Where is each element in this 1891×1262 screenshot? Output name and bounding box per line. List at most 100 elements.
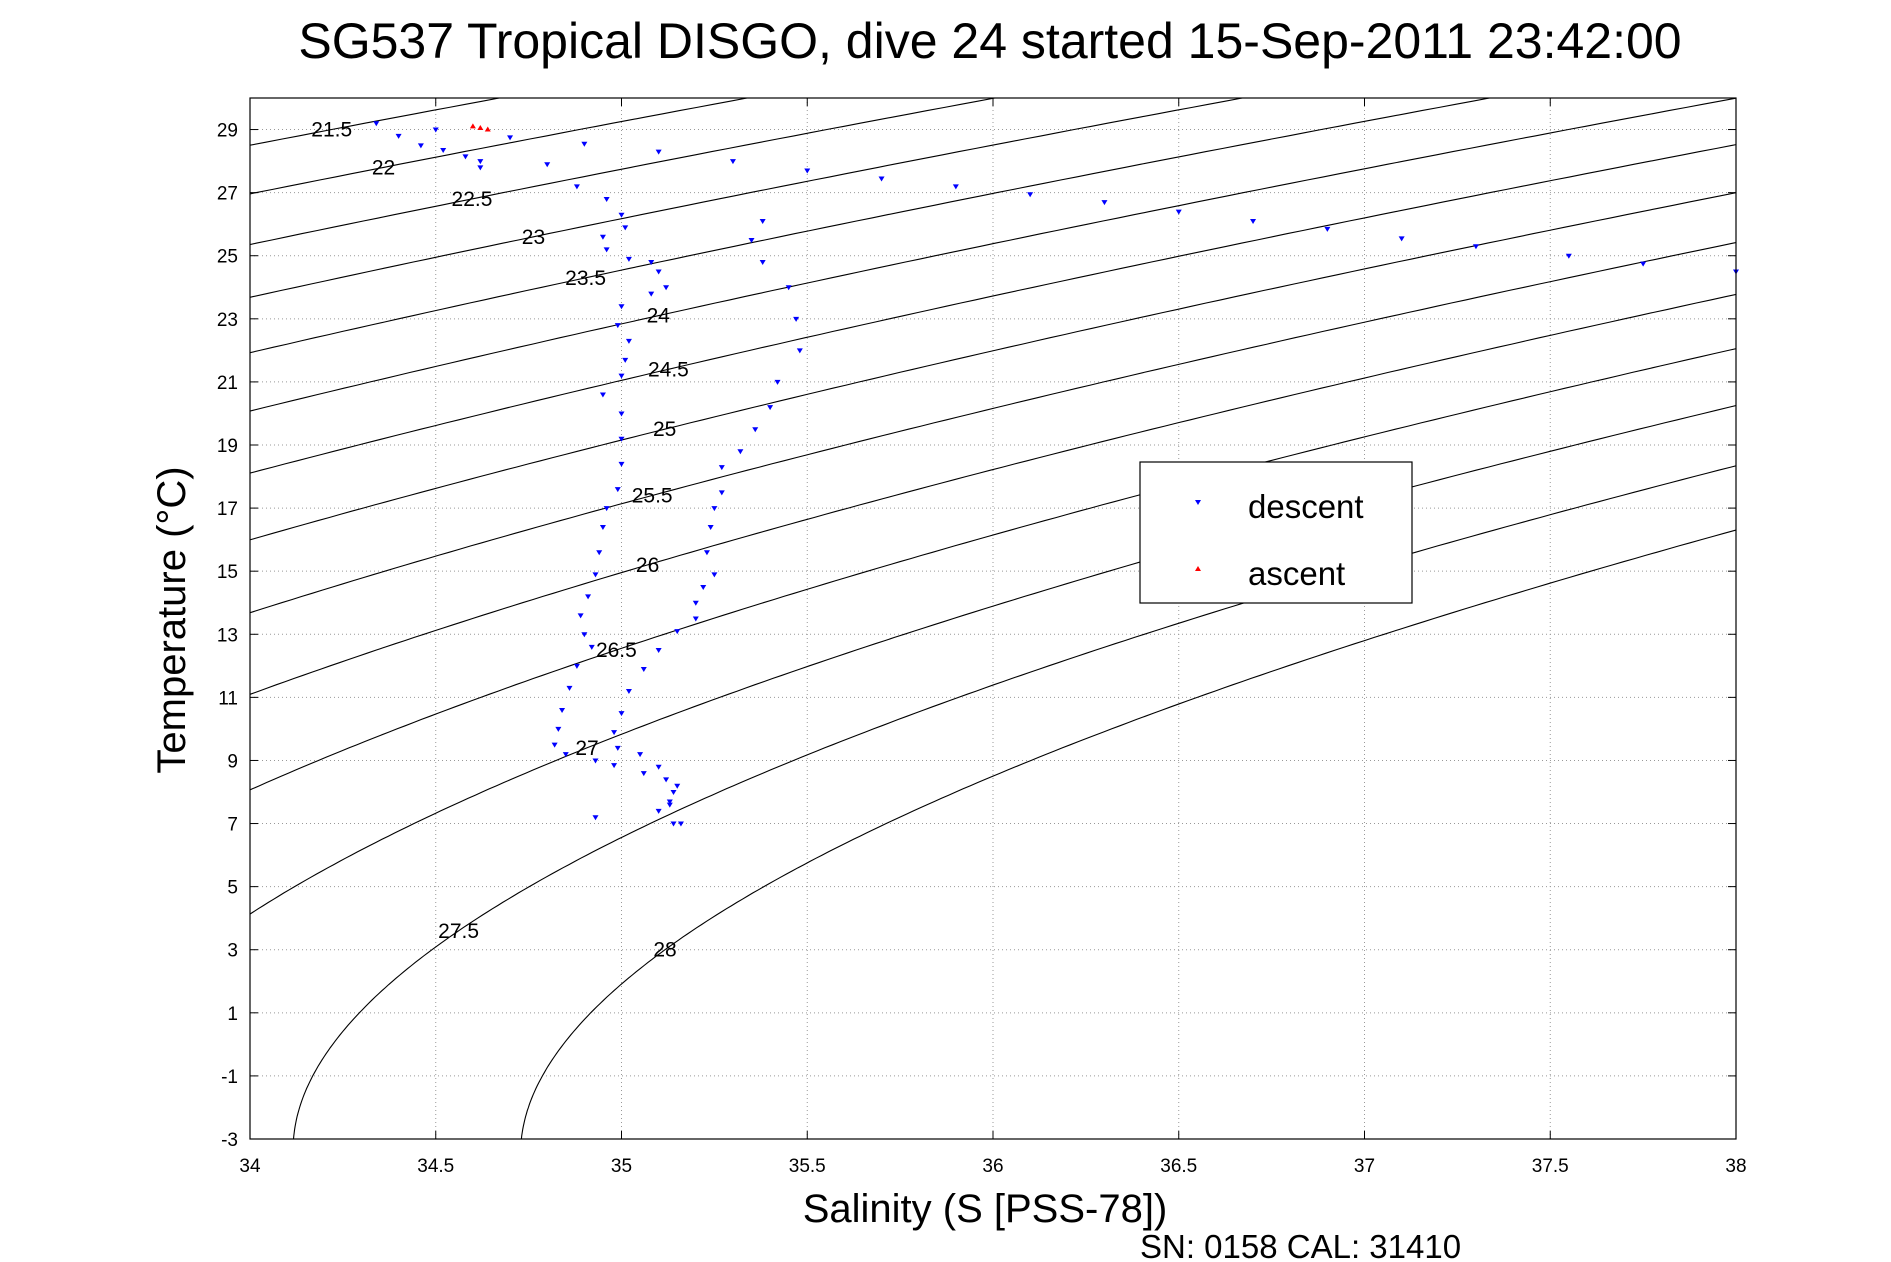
contour-label: 23 xyxy=(522,226,545,249)
descent-point xyxy=(618,711,625,717)
descent-point xyxy=(767,405,774,411)
descent-point xyxy=(477,165,484,171)
x-tick-label: 36 xyxy=(982,1156,1003,1177)
descent-point xyxy=(625,256,632,262)
descent-point xyxy=(1472,244,1479,250)
x-tick-label: 37.5 xyxy=(1532,1156,1569,1177)
y-tick-label: 19 xyxy=(217,436,238,457)
descent-point xyxy=(692,600,699,606)
descent-point xyxy=(373,121,380,127)
y-tick-label: 29 xyxy=(217,121,238,142)
density-contour-line xyxy=(250,98,1490,354)
descent-point xyxy=(637,752,644,758)
descent-point xyxy=(759,219,766,225)
descent-point xyxy=(774,379,781,385)
contour-label: 27 xyxy=(575,737,598,760)
descent-point xyxy=(737,449,744,455)
x-tick-label: 37 xyxy=(1354,1156,1375,1177)
descent-point xyxy=(804,168,811,174)
descent-point xyxy=(692,616,699,622)
descent-point xyxy=(507,135,514,141)
descent-point xyxy=(622,225,629,231)
descent-point xyxy=(1101,200,1108,206)
y-tick-label: 5 xyxy=(227,878,238,899)
descent-point xyxy=(952,184,959,190)
chart-title: SG537 Tropical DISGO, dive 24 started 15… xyxy=(298,13,1681,69)
descent-point xyxy=(614,487,621,493)
density-contour-line xyxy=(250,293,1736,695)
descent-point xyxy=(711,506,718,512)
descent-point xyxy=(618,212,625,218)
descent-point xyxy=(663,777,670,783)
y-tick-label: 7 xyxy=(227,815,238,836)
contour-label: 25 xyxy=(653,418,676,441)
descent-point xyxy=(796,348,803,354)
legend-ascent-marker xyxy=(1195,566,1201,571)
legend-descent-label: descent xyxy=(1248,488,1364,525)
descent-point xyxy=(1324,226,1331,232)
descent-point xyxy=(592,815,599,821)
y-axis-title: Temperature (°C) xyxy=(150,466,194,773)
descent-point xyxy=(573,663,580,669)
descent-point xyxy=(1250,219,1257,225)
contour-label: 23.5 xyxy=(565,267,606,290)
descent-point xyxy=(599,525,606,531)
y-tick-label: 9 xyxy=(227,751,238,772)
descent-point xyxy=(1175,209,1182,215)
descent-point xyxy=(729,159,736,165)
descent-point xyxy=(666,802,673,808)
descent-point xyxy=(581,632,588,638)
density-contour-line xyxy=(250,144,1736,474)
y-tick-label: -1 xyxy=(221,1067,238,1088)
contour-label: 26.5 xyxy=(596,639,637,662)
descent-point xyxy=(588,644,595,650)
descent-point xyxy=(592,758,599,764)
contour-label: 28 xyxy=(653,939,676,962)
descent-point xyxy=(1027,192,1034,198)
descent-point xyxy=(1398,236,1405,242)
descent-point xyxy=(562,752,569,758)
x-tick-label: 34.5 xyxy=(417,1156,454,1177)
descent-point xyxy=(440,148,447,154)
descent-point xyxy=(655,149,662,155)
descent-point xyxy=(599,392,606,398)
density-contours: 21.5 22 22.5 23 23.5 24 24.5 25 25.5 26 26.5 27 27.5… xyxy=(250,98,1736,1139)
descent-point xyxy=(622,357,629,363)
density-contour-line xyxy=(250,98,1243,298)
density-contour-line xyxy=(292,465,1736,1139)
contour-label: 26 xyxy=(636,554,659,577)
descent-point xyxy=(711,572,718,578)
descent-point xyxy=(648,260,655,266)
descent-point xyxy=(551,742,558,748)
y-tick-label: 23 xyxy=(217,310,238,331)
contour-label: 22 xyxy=(372,156,395,179)
legend-ascent-label: ascent xyxy=(1248,555,1345,592)
descent-point xyxy=(670,790,677,795)
y-tick-label: 15 xyxy=(217,562,238,583)
descent-point xyxy=(718,490,725,496)
legend-descent-marker xyxy=(1195,500,1201,505)
descent-point xyxy=(700,584,707,590)
ascent-point xyxy=(477,124,484,130)
descent-point xyxy=(611,763,618,769)
x-tick-label: 35 xyxy=(611,1156,632,1177)
density-contour-line xyxy=(250,98,1736,412)
density-contour-line xyxy=(520,529,1736,1139)
y-tick-label: 21 xyxy=(217,373,238,394)
descent-point xyxy=(432,127,439,133)
contour-label: 21.5 xyxy=(311,119,352,142)
descent-point xyxy=(759,260,766,266)
descent-point xyxy=(648,291,655,297)
descent-point xyxy=(462,154,469,160)
descent-point xyxy=(585,594,592,600)
x-tick-label: 36.5 xyxy=(1160,1156,1197,1177)
data-points xyxy=(373,121,1739,827)
descent-point xyxy=(618,436,625,442)
descent-point xyxy=(655,764,662,770)
descent-point xyxy=(674,629,681,635)
serial-calibration-label: SN: 0158 CAL: 31410 xyxy=(1140,1228,1461,1262)
descent-point xyxy=(640,771,647,777)
y-tick-label: 3 xyxy=(227,941,238,962)
descent-point xyxy=(625,338,632,344)
descent-point xyxy=(618,373,625,379)
